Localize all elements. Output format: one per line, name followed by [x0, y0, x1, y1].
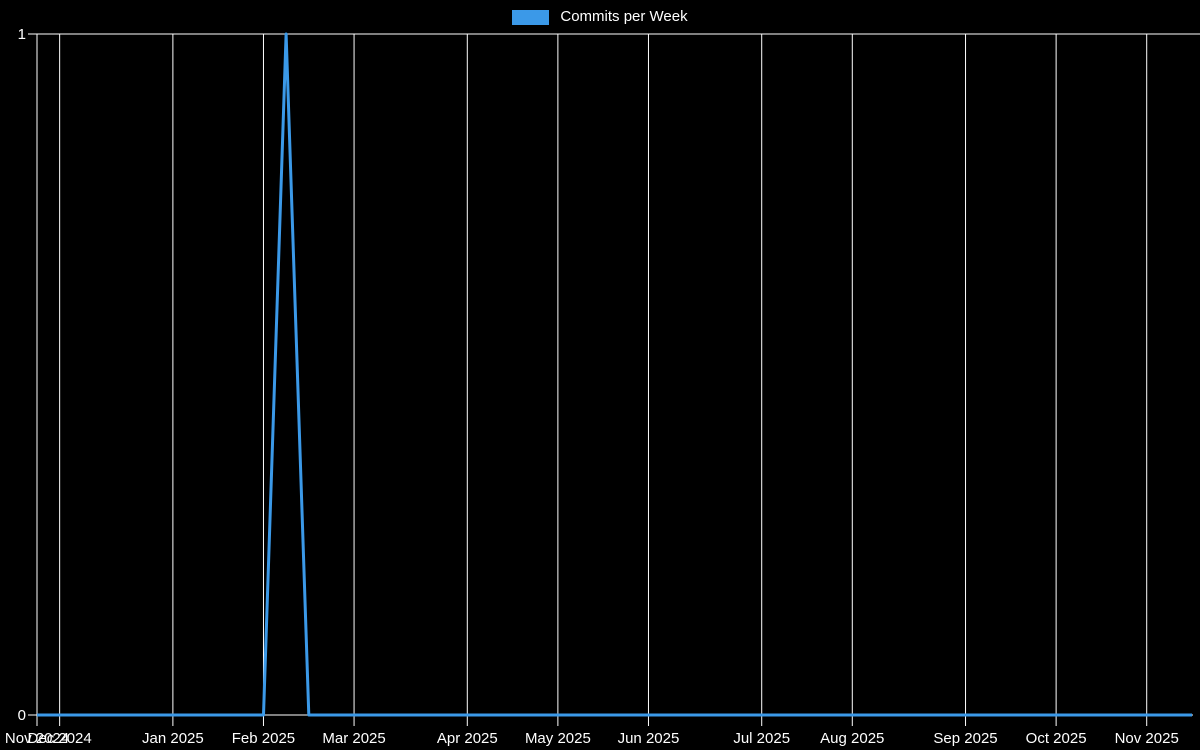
x-tick-label: Jan 2025: [142, 730, 204, 747]
x-tick-label: Oct 2025: [1026, 730, 1087, 747]
y-tick-label: 0: [18, 707, 26, 724]
x-tick-label: Nov 2025: [1115, 730, 1179, 747]
x-tick-label: Jun 2025: [618, 730, 680, 747]
x-tick-label: Jul 2025: [733, 730, 790, 747]
x-tick-label: Apr 2025: [437, 730, 498, 747]
x-tick-label: Mar 2025: [322, 730, 385, 747]
x-tick-label: Aug 2025: [820, 730, 884, 747]
legend-item-commits-per-week[interactable]: Commits per Week: [512, 8, 688, 25]
y-tick-label: 1: [18, 26, 26, 43]
x-tick-label: Feb 2025: [232, 730, 295, 747]
chart-legend: Commits per Week: [0, 9, 1200, 25]
legend-swatch-icon: [512, 9, 550, 25]
x-tick-label: Nov 2024: [5, 730, 69, 747]
commits-line-series: [37, 32, 1192, 717]
x-tick-label: May 2025: [525, 730, 591, 747]
x-tick-label: Dec 2024: [28, 730, 92, 747]
legend-label: Commits per Week: [560, 8, 688, 25]
x-tick-label: Sep 2025: [933, 730, 997, 747]
